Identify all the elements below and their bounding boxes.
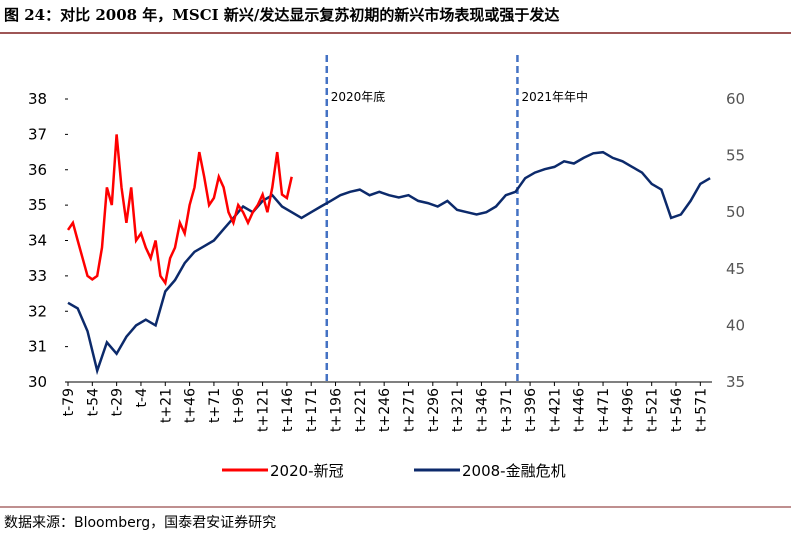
x-tick-label: t+546 [669, 388, 685, 432]
x-tick-label: t-4 [134, 388, 150, 408]
source: 数据来源：Bloomberg，国泰君安证券研究 [4, 515, 276, 531]
annotation-text: 2021年年中 [521, 89, 588, 104]
y-tick-label: 31 [28, 338, 47, 356]
x-tick-label: t+46 [183, 388, 199, 423]
x-tick-label: t-79 [61, 388, 77, 416]
series-line [66, 134, 293, 287]
x-tick-label: t+446 [572, 388, 588, 432]
x-tick-label: t+471 [596, 388, 612, 432]
x-tick-label: t+71 [207, 388, 223, 423]
x-tick-label: t+371 [499, 388, 515, 432]
y2-tick-label: 50 [726, 203, 745, 221]
x-tick-label: t+221 [353, 388, 369, 432]
y2-tick-label: 45 [726, 260, 745, 278]
x-tick-label: t+271 [401, 388, 417, 432]
legend-label: 2008-金融危机 [462, 462, 566, 480]
annotation-text: 2020年底 [331, 89, 386, 104]
x-tick-label: t+496 [620, 388, 636, 432]
x-tick-label: t+146 [280, 388, 296, 432]
y-tick-label: 33 [28, 267, 47, 285]
y-tick-label: 35 [28, 196, 47, 214]
x-tick-label: t-54 [85, 388, 101, 416]
y-tick-label: 32 [28, 302, 47, 320]
x-tick-label: t+571 [693, 388, 709, 432]
x-tick-label: t+296 [426, 388, 442, 432]
x-tick-label: t-29 [110, 388, 126, 416]
x-tick-label: t+21 [158, 388, 174, 423]
legend-label: 2020-新冠 [270, 462, 344, 480]
x-tick-label: t+121 [256, 388, 272, 432]
series-line [67, 150, 711, 376]
y2-tick-label: 35 [726, 373, 745, 391]
x-tick-label: t+96 [231, 388, 247, 423]
y-tick-label: 36 [28, 161, 47, 179]
x-tick-label: t+246 [377, 388, 393, 432]
x-tick-label: t+521 [645, 388, 661, 432]
x-tick-label: t+321 [450, 388, 466, 432]
x-tick-label: t+196 [329, 388, 345, 432]
x-tick-label: t+171 [304, 388, 320, 432]
y2-tick-label: 60 [726, 90, 745, 108]
y-tick-label: 34 [28, 232, 47, 250]
y-tick-label: 38 [28, 90, 47, 108]
x-tick-label: t+346 [474, 388, 490, 432]
y2-tick-label: 40 [726, 316, 745, 334]
y2-tick-label: 55 [726, 147, 745, 165]
x-tick-label: t+396 [523, 388, 539, 432]
x-tick-label: t+421 [547, 388, 563, 432]
y-tick-label: 30 [28, 373, 47, 391]
chart-title: 图 24：对比 2008 年，MSCI 新兴/发达显示复苏初期的新兴市场表现或强… [4, 6, 559, 24]
y-tick-label: 37 [28, 125, 47, 143]
